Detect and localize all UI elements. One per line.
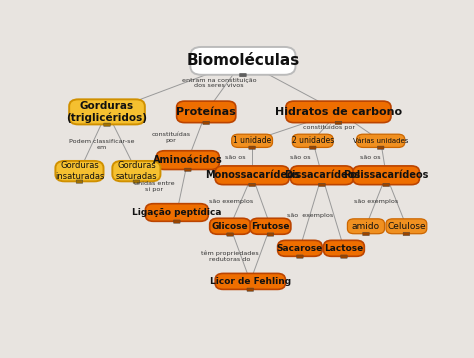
FancyBboxPatch shape	[286, 101, 391, 123]
Text: Glicose: Glicose	[212, 222, 248, 231]
FancyBboxPatch shape	[146, 204, 208, 221]
Text: unidas entre
si por: unidas entre si por	[134, 182, 174, 192]
Text: Celulose: Celulose	[387, 222, 426, 231]
FancyBboxPatch shape	[377, 146, 384, 149]
FancyBboxPatch shape	[215, 166, 289, 185]
Text: Sacarose: Sacarose	[277, 244, 323, 253]
Text: têm propriedades
redutoras do: têm propriedades redutoras do	[201, 251, 259, 262]
Text: Gorduras
(triglicéridos): Gorduras (triglicéridos)	[66, 101, 147, 123]
FancyBboxPatch shape	[250, 218, 291, 234]
Text: Ligação peptídica: Ligação peptídica	[132, 208, 221, 217]
Text: Frutose: Frutose	[251, 222, 290, 231]
FancyBboxPatch shape	[324, 240, 365, 256]
FancyBboxPatch shape	[341, 255, 347, 258]
Text: são os: são os	[360, 155, 381, 160]
FancyBboxPatch shape	[133, 180, 140, 183]
FancyBboxPatch shape	[353, 166, 419, 185]
Text: 2 unidades: 2 unidades	[292, 136, 334, 145]
FancyBboxPatch shape	[69, 99, 145, 125]
Text: entram na constituição
dos seres vivos: entram na constituição dos seres vivos	[182, 78, 256, 88]
FancyBboxPatch shape	[267, 233, 274, 236]
FancyBboxPatch shape	[173, 220, 180, 223]
FancyBboxPatch shape	[247, 288, 254, 291]
Text: Monossacarídeos: Monossacarídeos	[205, 170, 300, 180]
FancyBboxPatch shape	[383, 183, 390, 187]
Text: Gorduras
saturadas: Gorduras saturadas	[116, 161, 157, 181]
Text: são os: são os	[225, 155, 245, 160]
Text: Proteínas: Proteínas	[176, 107, 236, 117]
Text: são exemplos: são exemplos	[209, 199, 253, 204]
Text: são  exemplos: são exemplos	[287, 213, 333, 218]
Text: Aminoácidos: Aminoácidos	[153, 155, 223, 165]
FancyBboxPatch shape	[112, 161, 161, 182]
FancyBboxPatch shape	[291, 166, 353, 185]
Text: Biomoléculas: Biomoléculas	[186, 53, 300, 68]
FancyBboxPatch shape	[191, 47, 295, 75]
FancyBboxPatch shape	[177, 101, 236, 123]
FancyBboxPatch shape	[249, 146, 255, 149]
Text: 1 unidade: 1 unidade	[233, 136, 271, 145]
Text: amido: amido	[352, 222, 380, 231]
Text: Polissacarídeos: Polissacarídeos	[344, 170, 429, 180]
Text: constituídas
por: constituídas por	[152, 132, 191, 142]
FancyBboxPatch shape	[210, 218, 250, 234]
FancyBboxPatch shape	[292, 134, 333, 147]
FancyBboxPatch shape	[363, 232, 369, 236]
FancyBboxPatch shape	[297, 255, 303, 258]
FancyBboxPatch shape	[347, 219, 384, 234]
Text: são os: são os	[290, 155, 310, 160]
FancyBboxPatch shape	[249, 183, 255, 187]
Text: Várias unidades: Várias unidades	[353, 138, 409, 144]
FancyBboxPatch shape	[203, 121, 210, 125]
FancyBboxPatch shape	[386, 219, 427, 234]
Text: Gorduras
insaturadas: Gorduras insaturadas	[55, 161, 104, 181]
FancyBboxPatch shape	[403, 232, 410, 236]
FancyBboxPatch shape	[227, 233, 233, 236]
FancyBboxPatch shape	[55, 161, 103, 182]
FancyBboxPatch shape	[356, 134, 405, 147]
Text: Podem classificar-se
em: Podem classificar-se em	[69, 139, 134, 150]
FancyBboxPatch shape	[156, 151, 219, 169]
FancyBboxPatch shape	[104, 123, 110, 126]
Text: Dissacarídeos: Dissacarídeos	[284, 170, 360, 180]
FancyBboxPatch shape	[240, 73, 246, 77]
Text: Lactose: Lactose	[324, 244, 364, 253]
FancyBboxPatch shape	[232, 134, 273, 147]
FancyBboxPatch shape	[215, 274, 285, 289]
Text: Licor de Fehling: Licor de Fehling	[210, 277, 291, 286]
FancyBboxPatch shape	[310, 146, 316, 149]
FancyBboxPatch shape	[319, 183, 325, 187]
Text: Hidratos de carbono: Hidratos de carbono	[275, 107, 402, 117]
FancyBboxPatch shape	[335, 121, 342, 125]
FancyBboxPatch shape	[278, 240, 322, 256]
Text: são exemplos: são exemplos	[354, 199, 398, 204]
FancyBboxPatch shape	[184, 168, 191, 171]
Text: constituídos por: constituídos por	[303, 124, 356, 130]
FancyBboxPatch shape	[76, 180, 83, 183]
